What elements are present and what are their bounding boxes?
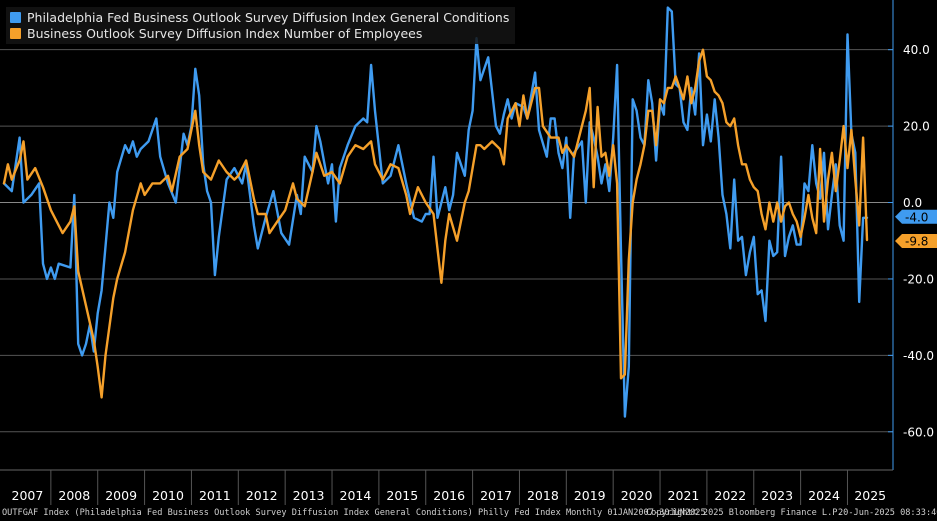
legend-swatch-blue xyxy=(10,11,21,23)
grid-lines xyxy=(0,49,893,433)
legend: Philadelphia Fed Business Outlook Survey… xyxy=(6,7,516,44)
x-tick-label: 2024 xyxy=(808,488,840,503)
x-tick-label: 2020 xyxy=(621,488,653,503)
legend-item-general-conditions[interactable]: Philadelphia Fed Business Outlook Survey… xyxy=(10,9,509,25)
x-tick-label: 2013 xyxy=(293,488,325,503)
x-tick-label: 2012 xyxy=(246,488,278,503)
footer-source: OUTFGAF Index (Philadelphia Fed Business… xyxy=(2,508,706,518)
series-lines xyxy=(2,6,869,418)
last-value-text: -4.0 xyxy=(905,210,928,224)
x-tick-label: 2010 xyxy=(152,488,184,503)
y-tick-label: 20.0 xyxy=(903,120,930,134)
legend-swatch-orange xyxy=(10,27,21,39)
series-line-general-conditions xyxy=(2,6,869,418)
x-tick-label: 2019 xyxy=(574,488,606,503)
x-tick-label: 2008 xyxy=(58,488,90,503)
last-value-text: -9.8 xyxy=(905,234,928,248)
y-tick-label: -40.0 xyxy=(903,349,934,363)
footer-timestamp: 20-Jun-2025 08:33:46 xyxy=(838,508,937,518)
x-axis: 2007 2008 2009 2010 2011 2012 2013 2014 2015 2016… xyxy=(0,469,893,505)
legend-label: Business Outlook Survey Diffusion Index … xyxy=(27,25,423,41)
x-tick-label: 2018 xyxy=(527,488,559,503)
legend-label: Philadelphia Fed Business Outlook Survey… xyxy=(27,9,510,25)
x-tick-label: 2022 xyxy=(714,488,746,503)
footer-bar: OUTFGAF Index (Philadelphia Fed Business… xyxy=(0,505,937,521)
x-tick-label: 2025 xyxy=(854,488,886,503)
y-tick-label: 0.0 xyxy=(903,196,922,210)
x-tick-label: 2011 xyxy=(199,488,231,503)
x-tick-label: 2007 xyxy=(12,488,44,503)
y-axis: 40.0 20.0 0.0 -20.0 -40.0 -60.0 xyxy=(888,0,934,470)
x-tick-label: 2009 xyxy=(105,488,137,503)
y-tick-label: -60.0 xyxy=(903,425,934,439)
x-tick-label: 2014 xyxy=(340,488,372,503)
last-value-labels: -4.0 -9.8 xyxy=(895,209,937,248)
x-tick-label: 2015 xyxy=(386,488,418,503)
x-tick-label: 2021 xyxy=(668,488,700,503)
x-tick-label: 2023 xyxy=(761,488,793,503)
x-tick-label: 2017 xyxy=(480,488,512,503)
x-tick-label: 2016 xyxy=(433,488,465,503)
footer-copyright: Copyright© 2025 Bloomberg Finance L.P. xyxy=(646,508,843,518)
chart-canvas: 40.020.00.0-20.0-40.0-60.0 2007 2008 2009 2… xyxy=(0,0,937,505)
series-line-employees xyxy=(2,48,869,399)
last-value-tag xyxy=(895,209,937,224)
legend-item-employees[interactable]: Business Outlook Survey Diffusion Index … xyxy=(10,25,509,41)
y-tick-label: -20.0 xyxy=(903,272,934,286)
y-tick-label: 40.0 xyxy=(903,43,930,57)
last-value-tag xyxy=(895,233,937,248)
